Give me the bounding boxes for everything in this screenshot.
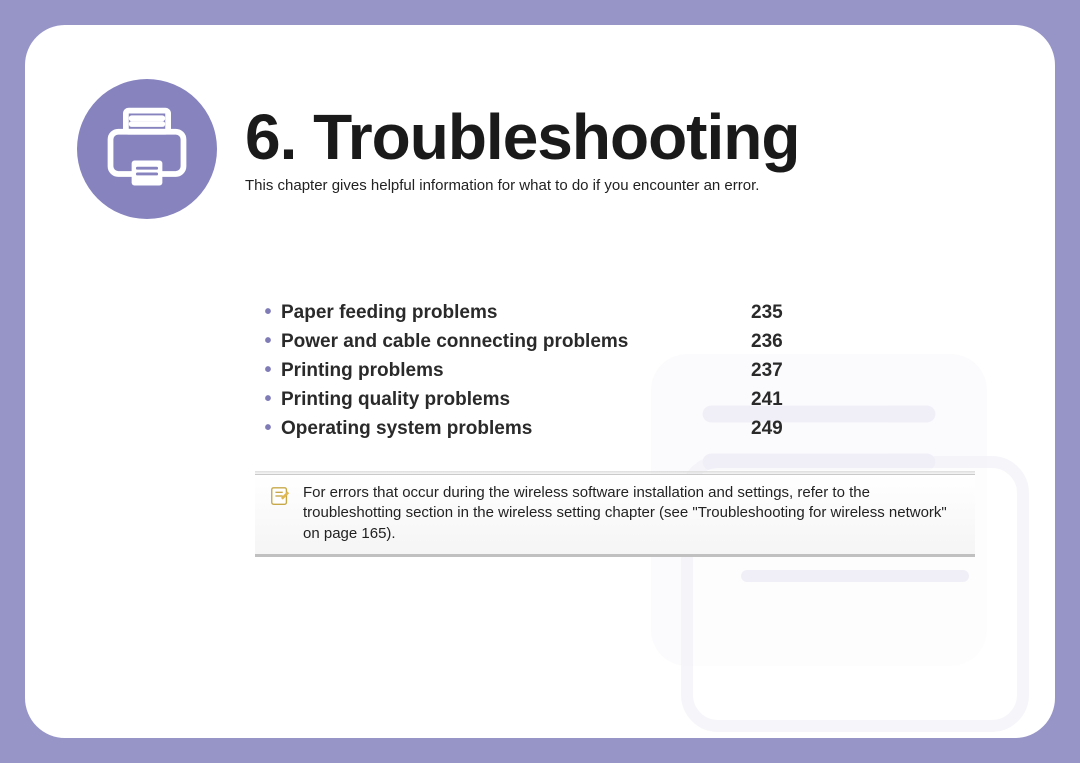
bullet-icon: • <box>255 417 281 440</box>
toc-row[interactable]: • Printing quality problems 241 <box>255 388 845 411</box>
toc-row[interactable]: • Paper feeding problems 235 <box>255 301 845 324</box>
toc-label: Printing quality problems <box>281 389 751 411</box>
printer-icon <box>99 101 195 197</box>
bullet-icon: • <box>255 388 281 411</box>
toc-row[interactable]: • Operating system problems 249 <box>255 417 845 440</box>
bullet-icon: • <box>255 330 281 353</box>
toc-page-number: 235 <box>751 302 783 324</box>
bullet-icon: • <box>255 301 281 324</box>
toc-label: Operating system problems <box>281 418 751 440</box>
toc-label: Paper feeding problems <box>281 302 751 324</box>
bullet-icon: • <box>255 359 281 382</box>
chapter-title: 6. Troubleshooting <box>245 104 1003 171</box>
toc-page-number: 241 <box>751 389 783 411</box>
toc-page-number: 236 <box>751 331 783 353</box>
toc-row[interactable]: • Power and cable connecting problems 23… <box>255 330 845 353</box>
note-text: For errors that occur during the wireles… <box>303 483 961 544</box>
note-callout: For errors that occur during the wireles… <box>255 474 975 557</box>
page-frame: 6. Troubleshooting This chapter gives he… <box>25 25 1055 738</box>
toc-page-number: 237 <box>751 360 783 382</box>
toc-row[interactable]: • Printing problems 237 <box>255 359 845 382</box>
toc-label: Power and cable connecting problems <box>281 331 751 353</box>
toc-label: Printing problems <box>281 360 751 382</box>
chapter-header: 6. Troubleshooting This chapter gives he… <box>25 25 1055 219</box>
note-pencil-icon <box>269 485 291 507</box>
title-block: 6. Troubleshooting This chapter gives he… <box>245 104 1003 194</box>
printer-icon-badge <box>77 79 217 219</box>
chapter-intro: This chapter gives helpful information f… <box>245 177 1003 194</box>
toc-page-number: 249 <box>751 418 783 440</box>
table-of-contents: • Paper feeding problems 235 • Power and… <box>255 301 845 440</box>
